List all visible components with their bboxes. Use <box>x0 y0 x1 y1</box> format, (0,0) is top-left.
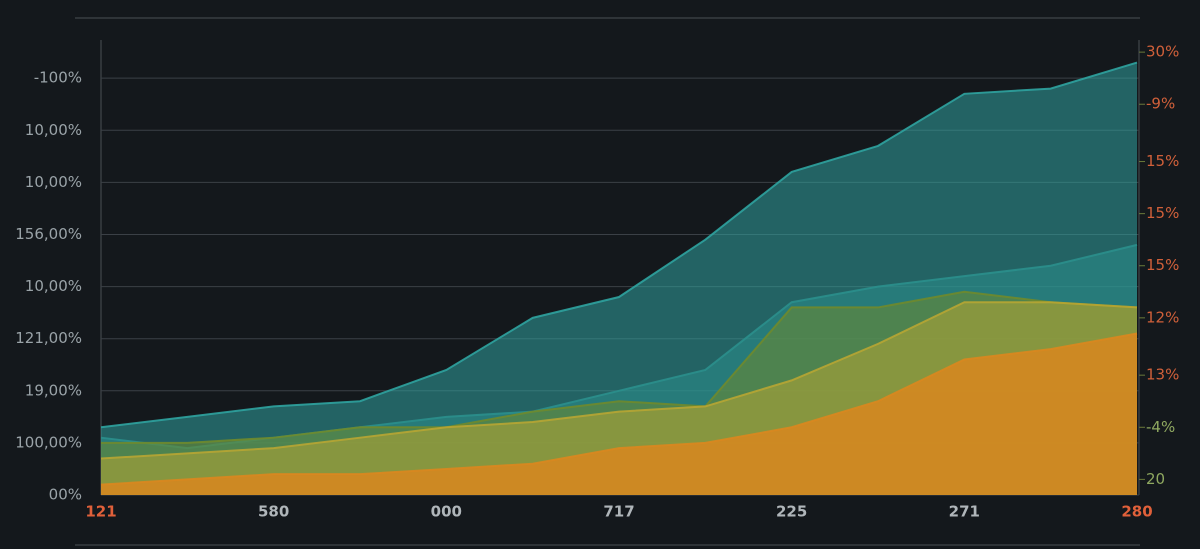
y2-tick-label: 15% <box>1146 204 1179 222</box>
x-tick-label: 580 <box>258 503 289 521</box>
y2-tick-label: 15% <box>1146 256 1179 274</box>
y2-tick-label: 30% <box>1146 43 1179 61</box>
area-line <box>100 332 1138 486</box>
y-tick-label: 10,00% <box>25 173 82 191</box>
x-tick-label: 225 <box>776 503 807 521</box>
y-tick-label: 156,00% <box>15 225 82 243</box>
y-tick-label: 00% <box>49 486 82 504</box>
y2-tick-label: 13% <box>1146 366 1179 384</box>
y2-tick-label: 12% <box>1146 308 1179 326</box>
y2-tick-label: 15% <box>1146 152 1179 170</box>
y2-tick-label: -4% <box>1146 418 1175 436</box>
y-tick-label: 10,00% <box>25 277 82 295</box>
x-tick-label: 717 <box>603 503 634 521</box>
y2-tick-label: 20 <box>1146 470 1165 488</box>
x-tick-label: 280 <box>1121 503 1152 521</box>
area-line <box>101 290 1138 444</box>
x-tick-label: 271 <box>949 503 980 521</box>
y-tick-label: 19,00% <box>25 381 82 399</box>
area-line <box>100 61 1138 429</box>
x-tick-label: 000 <box>431 503 462 521</box>
y-tick-label: -100% <box>34 69 82 87</box>
y2-tick-label: -9% <box>1146 95 1175 113</box>
area-line <box>100 301 1138 460</box>
y-tick-label: 121,00% <box>15 329 82 347</box>
y-tick-label: 100,00% <box>15 433 82 451</box>
y-tick-label: 10,00% <box>25 121 82 139</box>
area <box>101 333 1137 495</box>
x-tick-label: 121 <box>85 503 116 521</box>
